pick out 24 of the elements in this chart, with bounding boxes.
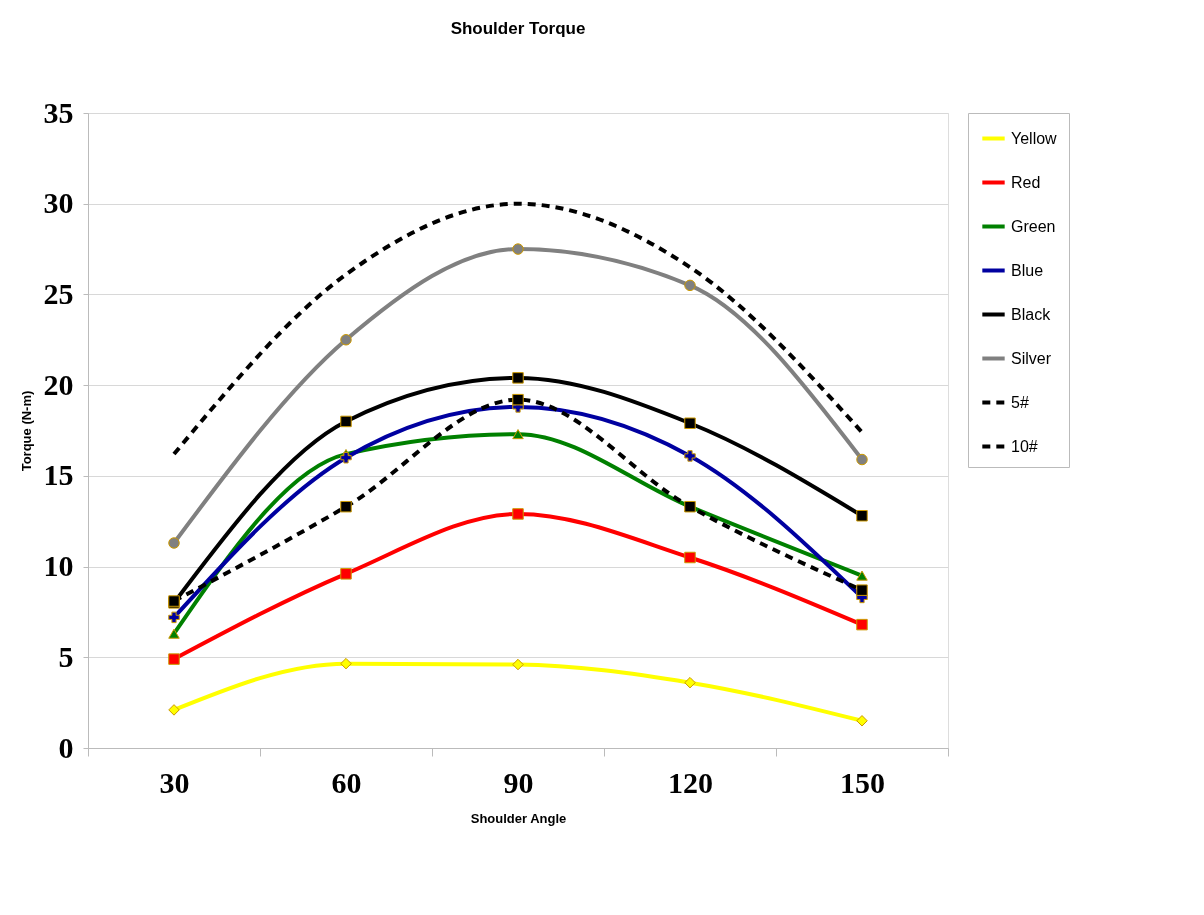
y-tick-label: 10 <box>43 549 74 583</box>
legend-label: Black <box>1011 305 1052 323</box>
legend-label: Yellow <box>1011 129 1058 147</box>
y-tick-label: 30 <box>43 186 74 220</box>
y-tick-label: 0 <box>58 730 74 764</box>
y-tick-label: 15 <box>43 458 74 492</box>
x-tick-label: 120 <box>668 765 713 799</box>
y-axis-title: Torque (N-m) <box>18 390 34 472</box>
legend-label: Silver <box>1011 349 1052 367</box>
x-tick-label: 30 <box>159 765 190 799</box>
legend-label: Blue <box>1011 261 1044 279</box>
x-axis-title: Shoulder Angle <box>470 810 567 826</box>
y-tick-label: 5 <box>58 639 74 673</box>
x-tick-label: 150 <box>840 765 885 799</box>
x-tick-label: 90 <box>503 765 534 799</box>
legend-label: Green <box>1011 217 1056 235</box>
legend-label: 5# <box>1011 393 1029 411</box>
chart-title: Shoulder Torque <box>450 19 586 38</box>
y-tick-label: 35 <box>43 95 74 129</box>
x-tick-label: 60 <box>331 765 362 799</box>
legend-label: 10# <box>1011 437 1038 455</box>
y-tick-label: 25 <box>43 276 74 310</box>
y-tick-label: 20 <box>43 367 74 401</box>
legend-label: Red <box>1011 173 1041 191</box>
